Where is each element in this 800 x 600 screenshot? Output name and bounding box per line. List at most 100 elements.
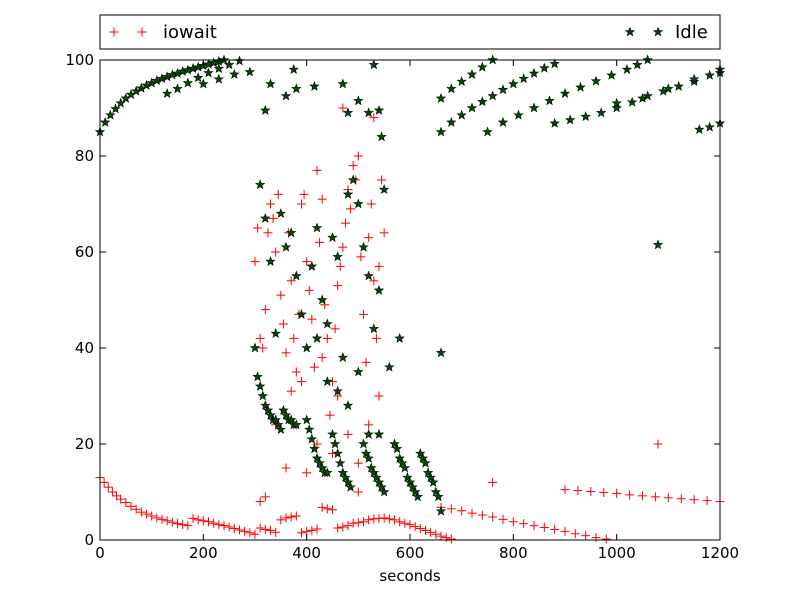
- data-point-iowait: [591, 533, 601, 543]
- data-point-idle: [435, 505, 447, 516]
- data-point-idle: [301, 414, 312, 425]
- data-point-idle: [606, 69, 617, 80]
- data-point-iowait: [121, 498, 131, 508]
- data-point-iowait: [268, 213, 278, 223]
- data-point-iowait: [338, 242, 348, 252]
- data-point-idle: [539, 62, 550, 73]
- data-point-idle: [99, 116, 111, 127]
- data-point-iowait: [255, 333, 265, 343]
- data-point-idle: [244, 66, 256, 77]
- data-point-iowait: [315, 237, 325, 247]
- data-point-idle: [611, 97, 622, 108]
- data-point-idle: [306, 433, 318, 444]
- data-point-iowait: [374, 261, 384, 271]
- data-point-iowait: [266, 525, 275, 535]
- data-point-idle: [291, 83, 302, 94]
- data-point-idle: [368, 323, 380, 334]
- data-point-iowait: [379, 513, 389, 523]
- data-point-iowait: [224, 522, 234, 532]
- data-point-iowait: [400, 518, 410, 528]
- data-point-idle: [409, 486, 421, 497]
- data-point-idle: [337, 467, 349, 478]
- data-point-idle: [497, 84, 509, 95]
- data-point-idle: [296, 308, 307, 319]
- data-point-idle: [345, 481, 356, 492]
- data-point-iowait: [297, 377, 306, 387]
- data-point-idle: [376, 481, 387, 492]
- data-point-idle: [435, 126, 447, 137]
- data-point-idle: [518, 73, 529, 84]
- data-point-iowait: [152, 513, 162, 523]
- data-point-iowait: [343, 429, 353, 439]
- data-point-idle: [412, 491, 423, 502]
- data-point-iowait: [291, 367, 301, 377]
- data-point-iowait: [322, 333, 332, 343]
- x-axis: 0 200 400 600 800 1000 1200: [95, 60, 739, 562]
- data-point-idle: [275, 208, 287, 219]
- x-tick-label: 400: [292, 544, 321, 562]
- data-point-idle: [291, 419, 302, 430]
- x-axis-title: seconds: [379, 567, 440, 585]
- data-point-idle: [161, 88, 173, 99]
- data-point-idle: [368, 59, 380, 70]
- data-point-idle: [347, 174, 359, 185]
- data-point-idle: [477, 61, 488, 72]
- data-point-idle: [342, 476, 354, 487]
- data-point-iowait: [426, 527, 436, 537]
- data-point-iowait: [519, 519, 529, 529]
- data-point-iowait: [369, 276, 379, 286]
- data-point-iowait: [286, 386, 296, 396]
- x-tick-label: 600: [396, 544, 425, 562]
- data-point-iowait: [276, 515, 286, 525]
- series-idle: [94, 54, 726, 516]
- x-tick-label: 200: [189, 544, 218, 562]
- data-point-idle: [309, 80, 320, 91]
- data-point-idle: [254, 179, 266, 190]
- data-point-idle: [265, 256, 276, 267]
- data-point-iowait: [638, 491, 647, 501]
- data-point-idle: [335, 457, 346, 468]
- data-point-iowait: [258, 343, 268, 353]
- data-point-iowait: [586, 487, 596, 497]
- data-point-idle: [260, 400, 271, 411]
- legend-marker-point-idle: [652, 26, 664, 37]
- data-point-idle: [110, 103, 121, 114]
- data-point-idle: [513, 109, 524, 120]
- data-point-iowait: [625, 490, 635, 500]
- data-point-idle: [407, 481, 418, 492]
- data-point-idle: [373, 476, 385, 487]
- data-point-idle: [575, 81, 586, 92]
- data-point-iowait: [338, 103, 348, 113]
- data-point-idle: [332, 448, 343, 459]
- data-point-idle: [384, 361, 395, 372]
- data-point-iowait: [304, 285, 314, 295]
- data-point-iowait: [142, 509, 151, 519]
- data-point-iowait: [653, 439, 663, 449]
- data-point-idle: [342, 188, 354, 199]
- data-point-iowait: [281, 513, 291, 523]
- data-point-iowait: [136, 507, 146, 517]
- data-point-idle: [280, 409, 292, 420]
- legend-marker-point-iowait: [137, 27, 147, 37]
- data-point-idle: [265, 409, 276, 420]
- data-point-idle: [446, 83, 457, 94]
- data-point-iowait: [260, 492, 270, 502]
- data-point-idle: [257, 390, 268, 401]
- data-point-idle: [611, 102, 622, 113]
- data-point-idle: [252, 371, 263, 382]
- data-point-iowait: [255, 497, 265, 507]
- data-point-iowait: [173, 519, 182, 529]
- data-point-iowait: [338, 522, 348, 532]
- data-point-iowait: [560, 526, 570, 536]
- y-tick-label: 100: [65, 51, 94, 69]
- data-point-idle: [275, 424, 287, 435]
- data-point-idle: [417, 452, 429, 463]
- data-point-iowait: [353, 487, 363, 497]
- data-point-iowait: [322, 504, 332, 514]
- data-point-idle: [363, 270, 374, 281]
- data-point-idle: [371, 472, 382, 483]
- data-point-idle: [508, 78, 519, 89]
- plot-area: [94, 54, 726, 544]
- data-point-idle: [389, 438, 400, 449]
